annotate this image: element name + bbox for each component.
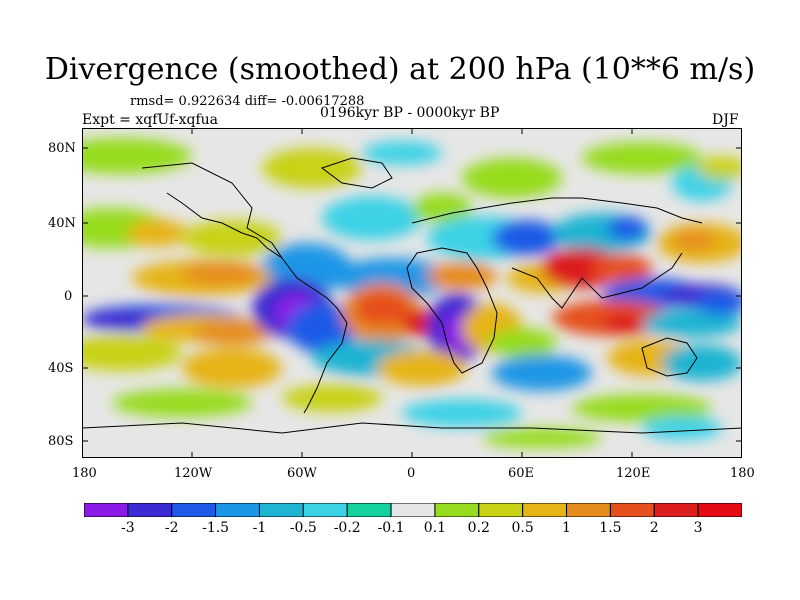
divergence-map [82, 128, 742, 458]
lon-label: 120E [616, 466, 651, 481]
colorbar-label: 1.5 [599, 520, 622, 536]
colorbar-swatch [609, 503, 655, 517]
colorbar [84, 503, 742, 517]
lat-label: 40S [48, 361, 74, 376]
period-label: 0196kyr BP - 0000kyr BP [320, 105, 500, 121]
lon-label: 60W [287, 466, 317, 481]
stats-text: rmsd= 0.922634 diff= -0.00617288 [130, 94, 365, 109]
colorbar-label: -2 [164, 520, 179, 536]
lon-label: 180 [730, 466, 755, 481]
colorbar-label: 2 [649, 520, 659, 536]
colorbar-swatch [171, 503, 217, 517]
lat-label: 40N [48, 216, 76, 231]
lat-label: 80N [48, 141, 76, 156]
colorbar-label: 0.1 [423, 520, 447, 536]
season-label: DJF [712, 112, 739, 128]
colorbar-swatch [346, 503, 392, 517]
colorbar-label: -0.2 [333, 520, 361, 536]
lon-label: 180 [72, 466, 97, 481]
colorbar-label: 3 [693, 520, 703, 536]
map-ticks [82, 128, 742, 458]
colorbar-swatch [522, 503, 568, 517]
colorbar-label: -1 [252, 520, 267, 536]
colorbar-swatch [478, 503, 524, 517]
experiment-label: Expt = xqfUf-xqfua [82, 112, 218, 128]
colorbar-swatch [127, 503, 173, 517]
lon-label: 120W [174, 466, 213, 481]
colorbar-swatch [302, 503, 348, 517]
colorbar-swatch [390, 503, 436, 517]
colorbar-swatch [84, 503, 129, 517]
colorbar-swatch [434, 503, 480, 517]
colorbar-swatch [258, 503, 304, 517]
lat-label: 80S [48, 434, 74, 449]
colorbar-label: -0.5 [289, 520, 317, 536]
colorbar-swatch [653, 503, 699, 517]
lon-label: 60E [508, 466, 535, 481]
colorbar-label: -1.5 [202, 520, 230, 536]
colorbar-label: -3 [121, 520, 135, 536]
colorbar-swatch [697, 503, 742, 517]
colorbar-labels: -3 -2 -1.5 -1 -0.5 -0.2 -0.1 0.1 0.2 0.5 1 1.5 2 3 [84, 520, 742, 540]
lat-label: 0 [64, 289, 73, 304]
divergence-field [82, 138, 742, 448]
colorbar-label: 1 [562, 520, 571, 536]
colorbar-swatch [566, 503, 611, 517]
lon-label: 0 [407, 466, 416, 481]
coastlines [82, 157, 742, 434]
colorbar-label: -0.1 [377, 520, 405, 536]
colorbar-label: 0.2 [467, 520, 490, 536]
colorbar-label: 0.5 [511, 520, 534, 536]
colorbar-swatch [215, 503, 260, 517]
map-title: Divergence (smoothed) at 200 hPa (10**6 … [44, 52, 756, 87]
